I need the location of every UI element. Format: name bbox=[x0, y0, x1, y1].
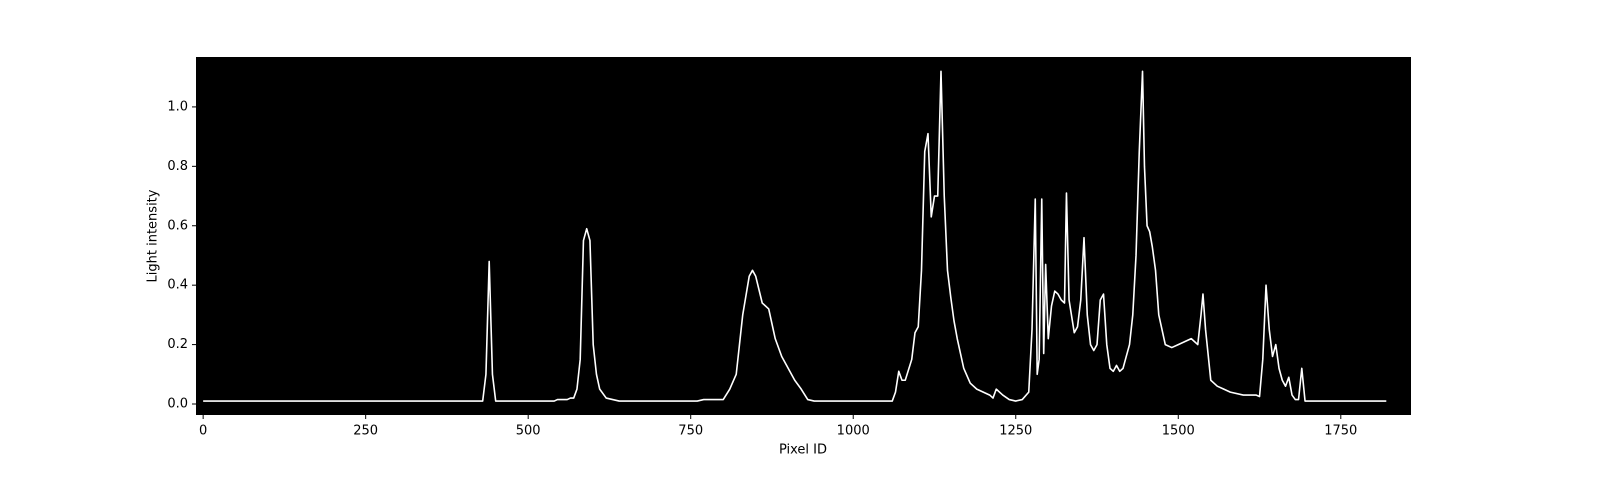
y-tick-label: 1.0 bbox=[167, 99, 188, 114]
x-tick-label: 0 bbox=[199, 424, 207, 439]
x-tick-label: 1000 bbox=[837, 424, 870, 439]
line-series bbox=[203, 70, 1387, 402]
x-tick-label: 1750 bbox=[1324, 424, 1357, 439]
x-axis-label: Pixel ID bbox=[779, 443, 827, 458]
x-tick-label: 500 bbox=[516, 424, 541, 439]
y-tick-label: 0.8 bbox=[167, 159, 188, 174]
x-tick-label: 250 bbox=[353, 424, 378, 439]
y-axis-label: Light intensity bbox=[146, 189, 161, 282]
y-tick-label: 0.4 bbox=[167, 278, 188, 293]
plot-area bbox=[196, 57, 1411, 415]
x-tick-label: 1250 bbox=[999, 424, 1032, 439]
x-tick-label: 1500 bbox=[1162, 424, 1195, 439]
x-tick-label: 750 bbox=[678, 424, 703, 439]
y-tick-label: 0.6 bbox=[167, 218, 188, 233]
y-tick-label: 0.2 bbox=[167, 337, 188, 352]
y-tick-label: 0.0 bbox=[167, 397, 188, 412]
